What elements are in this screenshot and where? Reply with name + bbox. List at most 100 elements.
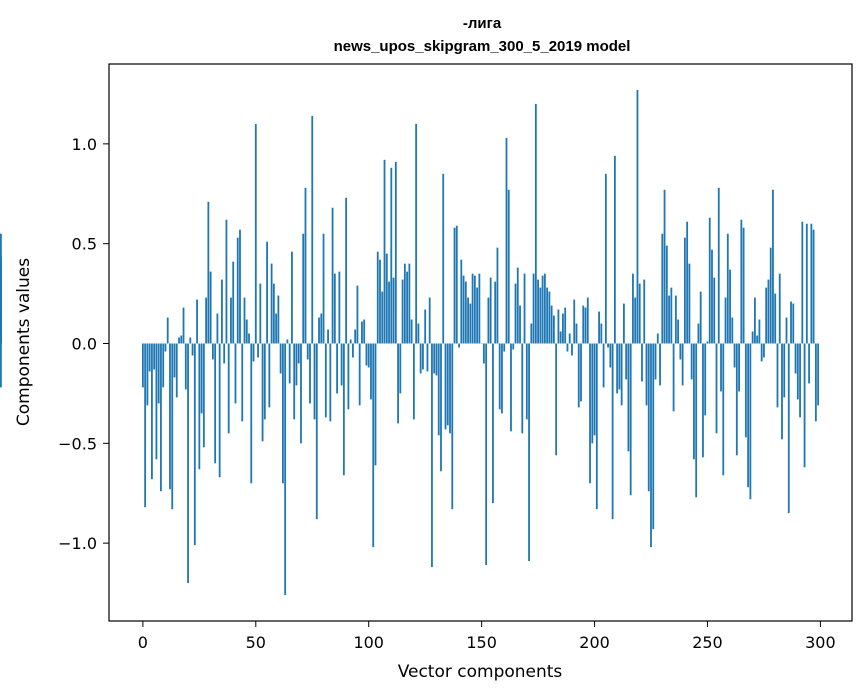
bar	[731, 317, 734, 344]
bar	[428, 297, 431, 344]
bar	[665, 245, 668, 344]
bar	[790, 301, 792, 344]
bar	[263, 343, 266, 420]
bar	[532, 273, 535, 344]
bar	[202, 343, 205, 448]
bar	[297, 343, 300, 364]
bar	[437, 343, 440, 436]
bar	[557, 309, 560, 344]
bar	[593, 343, 596, 436]
bar	[568, 333, 571, 344]
bar	[781, 343, 783, 440]
bar	[654, 343, 657, 380]
bar	[564, 307, 567, 344]
bar	[408, 263, 411, 344]
bar	[611, 343, 614, 520]
bar	[313, 343, 316, 420]
bar	[641, 343, 643, 382]
bar	[293, 343, 296, 420]
chart-title: -лига	[463, 15, 502, 32]
bar	[306, 343, 309, 360]
bar	[342, 343, 345, 476]
bar	[272, 283, 275, 344]
bar	[616, 343, 619, 394]
bar	[207, 201, 210, 344]
x-tick-label: 200	[579, 633, 610, 652]
bar	[683, 237, 686, 344]
bar	[0, 343, 2, 388]
bar	[259, 283, 262, 344]
bar	[613, 155, 616, 344]
bar-series	[0, 89, 820, 596]
bar	[494, 281, 497, 344]
bar	[471, 273, 474, 344]
bar	[354, 329, 357, 344]
bar	[519, 305, 521, 344]
bar	[785, 317, 788, 344]
bar	[726, 233, 729, 344]
bar	[331, 207, 334, 344]
bar	[236, 237, 239, 344]
bar	[656, 333, 659, 344]
bar	[595, 343, 598, 510]
bar	[733, 343, 736, 368]
bar	[589, 343, 591, 484]
bar	[571, 343, 573, 356]
bar	[200, 343, 203, 414]
bar	[345, 197, 348, 344]
y-tick-label: 1.0	[72, 135, 97, 154]
bar	[534, 103, 537, 344]
bar	[173, 343, 176, 378]
bar	[155, 343, 158, 460]
bar	[390, 167, 393, 344]
bar	[704, 343, 707, 416]
bar	[388, 281, 390, 344]
bar	[300, 343, 302, 444]
bar	[214, 343, 217, 464]
bar	[708, 217, 711, 344]
bar	[530, 323, 533, 344]
bar	[426, 343, 429, 372]
bar	[277, 295, 280, 344]
bar	[372, 343, 375, 548]
bar	[451, 343, 454, 510]
bar	[559, 331, 562, 344]
bar	[629, 343, 632, 496]
bar	[0, 259, 2, 344]
bar	[740, 219, 743, 344]
bar	[548, 291, 551, 344]
bar	[643, 279, 646, 344]
bar	[221, 279, 223, 344]
y-tick-label: −1.0	[58, 534, 97, 553]
bar	[193, 343, 196, 546]
bar	[537, 279, 539, 344]
bar	[767, 279, 770, 344]
bar	[715, 343, 718, 434]
bar	[489, 277, 492, 344]
bar	[449, 343, 451, 434]
bar	[403, 263, 406, 344]
bar	[747, 343, 750, 488]
bar	[216, 313, 219, 344]
bar	[717, 187, 720, 344]
bar	[381, 291, 384, 344]
bar	[722, 343, 725, 476]
bar	[702, 343, 704, 458]
bar	[336, 343, 338, 394]
bar	[478, 273, 481, 344]
bar	[541, 275, 544, 344]
bar	[361, 321, 363, 344]
bar	[814, 343, 817, 422]
bar	[604, 173, 607, 344]
bar	[510, 343, 512, 432]
bar	[528, 343, 530, 562]
bar	[239, 229, 241, 344]
y-axis-ticks: −1.0 −0.5 0.0 0.5 1.0	[58, 135, 109, 553]
bar	[162, 343, 165, 388]
bar	[620, 343, 623, 406]
bar	[281, 343, 284, 484]
bar	[575, 323, 578, 344]
bar	[148, 343, 151, 372]
bar	[164, 343, 167, 352]
bar	[796, 343, 799, 400]
